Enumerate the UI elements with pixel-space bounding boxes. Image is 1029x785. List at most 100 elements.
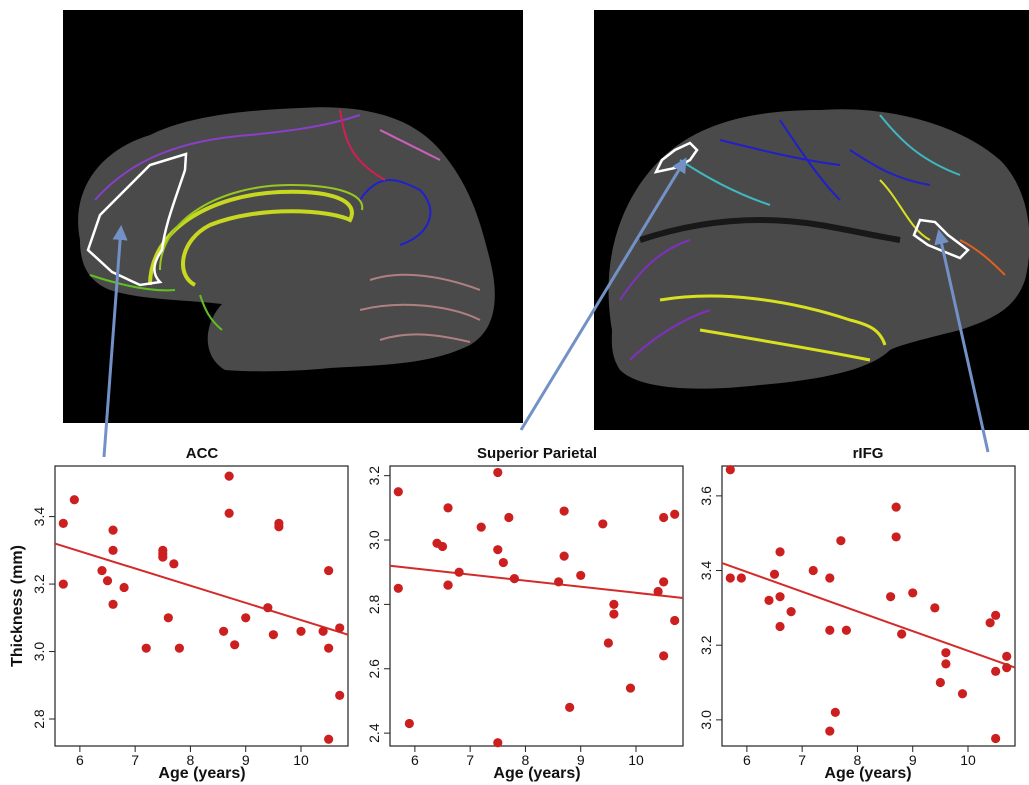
- data-point: [886, 592, 896, 602]
- data-point: [58, 579, 68, 589]
- data-point: [576, 570, 586, 581]
- lateral-sulci-yellow-upper: [879, 179, 931, 241]
- x-ticks: 6 7 8 9 10: [76, 746, 309, 768]
- arrow-rifg: [934, 229, 990, 453]
- data-point: [443, 580, 453, 590]
- medial-brain-image: [63, 10, 523, 423]
- data-point: [985, 618, 995, 628]
- data-point: [891, 532, 901, 542]
- data-point: [725, 573, 735, 583]
- data-point: [437, 541, 448, 552]
- points-group: [393, 467, 680, 748]
- data-point: [224, 508, 234, 518]
- chart-title: Superior Parietal: [477, 445, 597, 462]
- data-point: [97, 565, 107, 576]
- chart-superior-parietal: Superior Parietal 6 7 8 9 10 2.4 2.6 2.8 3.0 3.2…: [366, 445, 684, 782]
- fit-line-group: [721, 562, 1016, 669]
- data-point: [930, 603, 940, 613]
- x-tick-label: 6: [411, 752, 419, 768]
- medial-occipital-sulci: [359, 273, 481, 343]
- rifg-outline: [912, 218, 970, 260]
- medial-corpus-callosum: [148, 189, 354, 287]
- lateral-cortex: [608, 109, 1029, 389]
- data-point: [443, 503, 453, 513]
- y-ticks: 2.4 2.6 2.8 3.0 3.2: [366, 466, 390, 743]
- data-point: [498, 557, 508, 568]
- chart-rifg: rIFG 6 7 8 9 10 3.0 3.2 3.4 3.6 Age (years): [698, 445, 1016, 782]
- fit-line-group: [389, 564, 684, 599]
- data-point: [808, 565, 818, 576]
- data-point: [598, 519, 608, 529]
- regression-line: [389, 564, 684, 599]
- data-point: [158, 552, 168, 562]
- y-tick-label: 3.2: [698, 635, 714, 655]
- lateral-sulci-blue: [719, 119, 931, 201]
- data-point: [141, 643, 151, 653]
- x-tick-label: 6: [76, 752, 84, 768]
- fit-line-group: [54, 542, 349, 636]
- data-point: [493, 467, 503, 478]
- data-point: [565, 702, 575, 712]
- arrow-superior-parietal: [519, 157, 687, 431]
- chart-title: ACC: [186, 445, 219, 462]
- regression-line: [54, 542, 349, 636]
- data-point: [786, 607, 796, 617]
- data-point: [825, 625, 835, 635]
- chart-title: rIFG: [853, 445, 884, 462]
- x-tick-label: 7: [466, 752, 474, 768]
- data-point: [670, 509, 680, 519]
- data-point: [554, 577, 564, 587]
- data-point: [108, 545, 118, 555]
- x-axis-label: Age (years): [824, 765, 911, 782]
- data-point: [108, 599, 118, 609]
- data-point: [504, 512, 514, 523]
- y-tick-label: 2.4: [366, 723, 382, 743]
- data-point: [891, 502, 901, 512]
- data-point: [404, 718, 414, 729]
- data-point: [163, 613, 173, 623]
- data-point: [263, 603, 273, 613]
- data-point: [725, 465, 735, 475]
- data-point: [775, 621, 785, 632]
- y-tick-label: 2.8: [366, 594, 382, 614]
- data-point: [454, 567, 464, 577]
- y-tick-label: 3.2: [366, 466, 382, 486]
- lateral-sulci-purple: [619, 239, 711, 361]
- x-axis-label: Age (years): [158, 765, 245, 782]
- y-tick-label: 3.4: [698, 561, 714, 581]
- y-tick-label: 3.0: [366, 530, 382, 550]
- data-point: [941, 648, 951, 658]
- data-point: [509, 574, 519, 584]
- data-point: [991, 610, 1001, 620]
- data-point: [102, 576, 113, 586]
- x-tick-label: 9: [909, 752, 917, 768]
- data-point: [659, 651, 669, 661]
- data-point: [241, 613, 251, 623]
- data-point: [841, 625, 851, 635]
- medial-sulci-red: [339, 109, 386, 181]
- data-point: [764, 595, 774, 606]
- y-ticks: 2.8 3.0 3.2 3.4: [31, 507, 55, 729]
- data-point: [1002, 663, 1012, 673]
- plot-frame: [54, 465, 349, 747]
- x-ticks: 6 7 8 9 10: [743, 746, 976, 768]
- data-point: [324, 734, 334, 744]
- data-point: [393, 583, 403, 593]
- data-point: [609, 609, 619, 619]
- data-point: [653, 586, 663, 597]
- data-point: [991, 666, 1001, 676]
- y-tick-label: 3.6: [698, 486, 714, 506]
- acc-outline: [86, 152, 188, 287]
- x-tick-label: 10: [628, 752, 644, 768]
- y-tick-label: 3.2: [31, 574, 47, 594]
- data-point: [69, 495, 79, 505]
- data-point: [393, 487, 403, 497]
- data-point: [836, 536, 846, 546]
- data-point: [825, 726, 835, 736]
- data-point: [659, 577, 669, 587]
- medial-sulci-purple: [94, 114, 361, 201]
- lateral-sulci-orange: [959, 239, 1006, 276]
- data-point: [830, 707, 840, 718]
- data-point: [335, 690, 345, 700]
- lateral-sulci-yellow: [659, 294, 887, 362]
